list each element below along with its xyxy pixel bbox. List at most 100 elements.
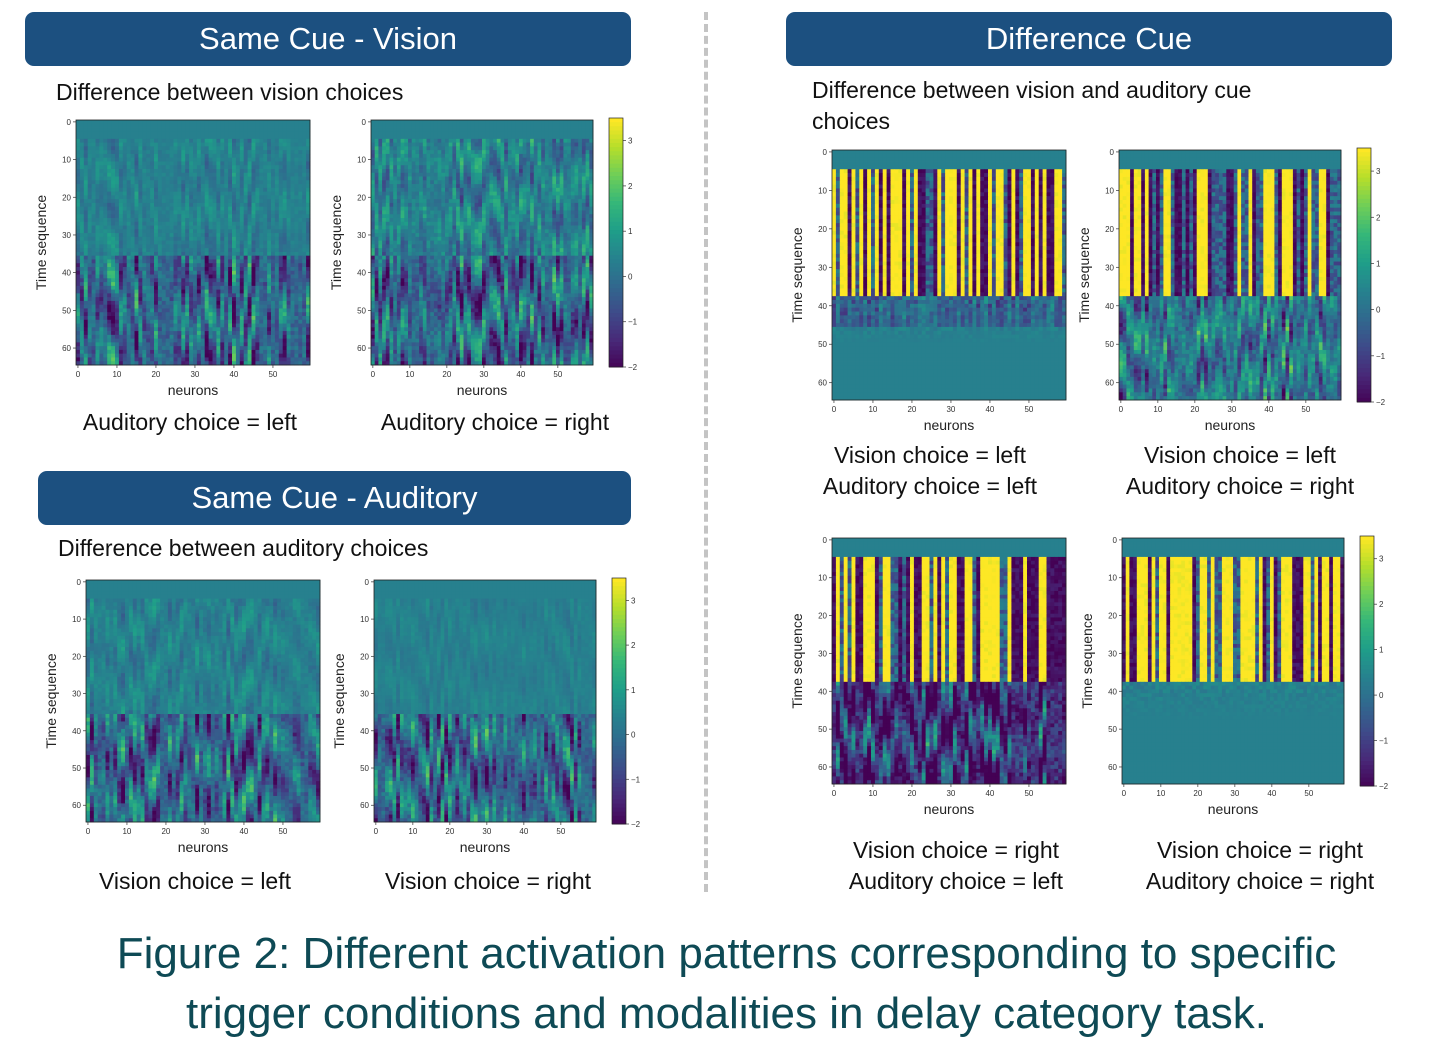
heatmap-cell bbox=[371, 146, 376, 151]
heatmap-cell bbox=[493, 176, 498, 181]
heatmap-cell bbox=[224, 142, 229, 147]
heatmap-cell bbox=[589, 169, 594, 174]
heatmap-cell bbox=[255, 229, 260, 234]
heatmap-cell bbox=[146, 308, 151, 313]
heatmap-cell bbox=[157, 206, 163, 211]
heatmap-cell bbox=[196, 361, 202, 366]
heatmap-cell bbox=[204, 331, 209, 336]
heatmap-cell bbox=[200, 285, 206, 291]
heatmap-cell bbox=[243, 293, 248, 298]
heatmap-cell bbox=[99, 202, 104, 208]
heatmap-cell bbox=[87, 304, 92, 309]
heatmap-cell bbox=[200, 255, 206, 260]
heatmap-cell bbox=[290, 165, 295, 170]
heatmap-cell bbox=[415, 135, 420, 140]
heatmap-cell bbox=[239, 221, 245, 226]
heatmap-cell bbox=[115, 255, 120, 260]
heatmap-cell bbox=[396, 161, 401, 166]
heatmap-cell bbox=[585, 135, 590, 140]
heatmap-cell bbox=[306, 248, 311, 253]
heatmap-cell bbox=[515, 165, 520, 170]
heatmap-cell bbox=[232, 270, 237, 275]
heatmap-cell bbox=[103, 120, 108, 125]
heatmap-cell bbox=[189, 274, 194, 279]
heatmap-cell bbox=[570, 172, 575, 177]
heatmap-cell bbox=[161, 180, 167, 185]
heatmap-cell bbox=[578, 161, 583, 166]
heatmap-cell bbox=[79, 274, 85, 279]
heatmap-cell bbox=[533, 176, 538, 181]
heatmap-cell bbox=[263, 323, 268, 328]
heatmap-cell bbox=[87, 206, 92, 211]
heatmap-cell bbox=[511, 120, 516, 125]
heatmap-cell bbox=[274, 312, 280, 317]
heatmap-cell bbox=[255, 123, 260, 128]
heatmap-cell bbox=[515, 146, 520, 151]
heatmap-cells bbox=[371, 120, 594, 366]
heatmap-cell bbox=[235, 172, 241, 177]
heatmap-cell bbox=[448, 153, 453, 159]
heatmap-cell bbox=[456, 161, 461, 166]
heatmap-cell bbox=[302, 278, 307, 283]
heatmap-cell bbox=[134, 153, 139, 159]
heatmap-cell bbox=[177, 199, 182, 204]
heatmap-cell bbox=[212, 199, 217, 204]
heatmap-cell bbox=[126, 184, 131, 189]
heatmap-cell bbox=[271, 312, 276, 317]
heatmap-cell bbox=[570, 135, 575, 140]
heatmap-cell bbox=[157, 267, 163, 272]
heatmap-cell bbox=[404, 135, 409, 140]
heatmap-cell bbox=[267, 150, 272, 155]
heatmap-cell bbox=[200, 289, 206, 294]
heatmap-cell bbox=[177, 184, 182, 189]
heatmap-cell bbox=[193, 240, 198, 245]
heatmap-cell bbox=[255, 297, 260, 302]
heatmap-cell bbox=[271, 135, 276, 140]
heatmap-cell bbox=[255, 248, 260, 253]
heatmap-cell bbox=[286, 297, 291, 302]
heatmap-cell bbox=[150, 214, 155, 219]
heatmap-cell bbox=[142, 323, 147, 328]
heatmap-cell bbox=[154, 202, 159, 208]
heatmap-cell bbox=[239, 312, 245, 317]
heatmap-cell bbox=[255, 221, 260, 226]
heatmap-cell bbox=[422, 120, 427, 125]
heatmap-cell bbox=[204, 206, 209, 211]
heatmap-cell bbox=[212, 127, 217, 132]
heatmap-cell bbox=[146, 206, 151, 211]
heatmap-cell bbox=[87, 353, 92, 358]
heatmap-cell bbox=[500, 169, 505, 174]
heatmap-cell bbox=[216, 353, 221, 358]
heatmap-cell bbox=[232, 169, 237, 174]
heatmap-cell bbox=[298, 263, 303, 268]
heatmap-cell bbox=[142, 282, 147, 287]
heatmap-cell bbox=[196, 184, 202, 189]
heatmap-cell bbox=[247, 270, 252, 275]
heatmap-cell bbox=[263, 327, 268, 332]
heatmap-cell bbox=[122, 361, 128, 366]
heatmap-cell bbox=[76, 353, 81, 358]
heatmap-cell bbox=[99, 353, 104, 358]
heatmap-cell bbox=[519, 157, 524, 162]
heatmap-cell bbox=[263, 282, 268, 287]
heatmap-cell bbox=[489, 146, 494, 151]
heatmap-cell bbox=[294, 349, 299, 355]
heatmap-cell bbox=[556, 146, 561, 151]
heatmap-cell bbox=[142, 361, 147, 366]
heatmap-cell bbox=[157, 338, 163, 343]
heatmap-cell bbox=[232, 240, 237, 245]
heatmap-cell bbox=[544, 157, 549, 162]
heatmap-cell bbox=[126, 293, 131, 298]
heatmap-cell bbox=[400, 135, 405, 140]
heatmap-cell bbox=[482, 135, 487, 140]
heatmap-cell bbox=[259, 285, 264, 291]
heatmap-cell bbox=[556, 165, 561, 170]
heatmap-cell bbox=[228, 338, 233, 343]
heatmap-cell bbox=[196, 244, 202, 249]
heatmap-cell bbox=[181, 176, 186, 181]
heatmap-cell bbox=[111, 316, 116, 321]
heatmap-cell bbox=[76, 210, 81, 215]
heatmap-cell bbox=[282, 244, 287, 249]
heatmap-cell bbox=[122, 346, 128, 351]
heatmap-cell bbox=[79, 267, 85, 272]
